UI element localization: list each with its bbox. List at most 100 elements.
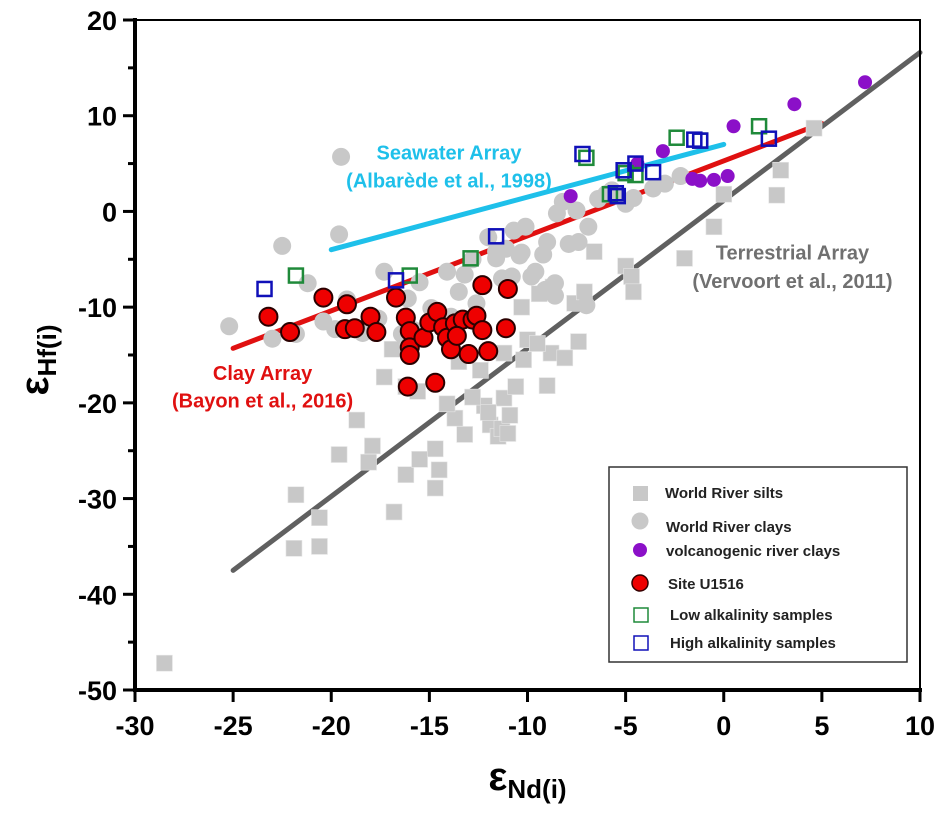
legend-label-low-alkalinity: Low alkalinity samples xyxy=(670,607,833,624)
y-tick-label: 0 xyxy=(102,197,117,227)
y-ticks xyxy=(123,18,135,692)
low-alkalinity-point xyxy=(750,117,768,135)
clay-point xyxy=(545,274,564,293)
clay-point xyxy=(577,296,596,315)
site-u1516-point xyxy=(280,322,301,343)
silt-point xyxy=(348,411,366,429)
silt-point xyxy=(501,406,519,424)
site-u1516-point xyxy=(497,278,518,299)
site-u1516-point xyxy=(472,275,493,296)
volcanogenic-point xyxy=(563,189,578,204)
clay-point xyxy=(624,189,643,208)
legend-label-site: Site U1516 xyxy=(668,576,744,593)
high-alkalinity-point xyxy=(760,130,778,147)
x-tick-label: 5 xyxy=(814,711,829,741)
site-u1516-point xyxy=(336,294,357,315)
silt-point xyxy=(515,351,532,369)
low-alkalinity-point xyxy=(578,149,595,167)
site-u1516-point xyxy=(258,306,279,327)
volcanogenic-point xyxy=(858,75,873,90)
silt-point xyxy=(529,335,546,352)
site-u1516-point xyxy=(478,341,499,362)
clay-point xyxy=(487,249,506,268)
clay-array-line xyxy=(230,120,825,351)
legend-label-high-alkalinity: High alkalinity samples xyxy=(670,635,836,652)
silt-point xyxy=(705,218,723,236)
silt-point xyxy=(715,185,733,203)
site-u1516-point xyxy=(495,318,516,339)
silt-point xyxy=(311,509,328,527)
annotation-seawater-array: Seawater Array xyxy=(377,143,523,165)
x-tick-label: -10 xyxy=(508,711,547,741)
legend-label-silts: World River silts xyxy=(665,485,783,502)
high-alkalinity-point xyxy=(387,272,405,289)
high-alkalinity-point xyxy=(609,187,627,205)
silt-point xyxy=(676,250,693,267)
clay-point xyxy=(671,167,690,186)
x-tick-label: 0 xyxy=(716,711,731,741)
annotation-terrestrial-array: Terrestrial Array xyxy=(716,242,870,264)
clay-point xyxy=(545,286,564,305)
high-alkalinity-point xyxy=(256,280,273,298)
y-axis-title: εHf(i) xyxy=(13,325,62,396)
site-u1516-point xyxy=(446,325,467,346)
plot-area: Seawater Array (Albarède et al., 1998) C… xyxy=(134,19,923,691)
y-tick-label: -50 xyxy=(78,676,117,706)
y-tick-label: -20 xyxy=(78,389,117,419)
silt-point xyxy=(556,349,574,367)
y-tick-labels: -50 -40 -30 -20 -10 0 10 20 xyxy=(78,6,117,706)
x-tick-label: -25 xyxy=(214,711,253,741)
x-tick-label: -15 xyxy=(410,711,449,741)
clay-point xyxy=(410,273,429,292)
silt-point xyxy=(625,283,642,301)
silt-point xyxy=(472,362,489,379)
legend: World River silts World River clays volc… xyxy=(608,466,908,663)
silt-point xyxy=(383,340,401,358)
x-axis-title: εNd(i) xyxy=(488,755,566,804)
silt-point xyxy=(411,451,428,468)
seawater-array-line xyxy=(328,141,727,253)
silt-point xyxy=(311,538,328,555)
x-tick-label: -20 xyxy=(312,711,351,741)
silt-point xyxy=(570,333,587,350)
high-alkalinity-point xyxy=(644,163,662,181)
y-tick-label: 10 xyxy=(87,102,117,132)
silt-point xyxy=(426,479,444,497)
clay-point xyxy=(375,262,394,281)
annotation-seawater-ref: (Albarède et al., 1998) xyxy=(346,171,552,193)
silt-point xyxy=(385,503,403,521)
legend-box xyxy=(608,466,908,663)
clay-point xyxy=(263,329,282,348)
volcanogenic-point xyxy=(655,144,670,159)
x-axis: -30 -25 -20 -15 -10 -5 0 5 10 εNd(i) xyxy=(115,688,935,804)
silt-point xyxy=(438,395,456,413)
annotations: Seawater Array (Albarède et al., 1998) C… xyxy=(172,143,893,413)
silt-point xyxy=(805,119,823,137)
silt-point xyxy=(287,486,305,504)
site-u1516-point xyxy=(344,318,365,339)
silt-point xyxy=(330,446,348,463)
silt-point xyxy=(513,298,530,316)
high-alkalinity-point xyxy=(574,145,591,163)
y-tick-label: 20 xyxy=(87,6,117,36)
legend-marker-high-alkalinity xyxy=(633,635,649,651)
silt-point xyxy=(464,388,481,406)
silt-point xyxy=(479,404,497,421)
volcanogenic-point xyxy=(787,97,802,112)
silt-point xyxy=(456,426,474,443)
clay-point xyxy=(220,317,239,336)
silt-point xyxy=(499,425,517,442)
clay-point xyxy=(516,217,535,236)
high-alkalinity-point xyxy=(627,155,644,172)
clay-point xyxy=(559,234,578,253)
legend-label-clays: World River clays xyxy=(666,519,792,536)
legend-marker-clays xyxy=(631,512,649,530)
high-alkalinity-point xyxy=(487,228,505,245)
x-axis-title-sub: Nd(i) xyxy=(507,774,566,804)
clay-point xyxy=(512,243,531,262)
silt-point xyxy=(538,377,556,394)
silt-point xyxy=(430,461,448,479)
site-u1516-point xyxy=(386,287,407,308)
site-u1516-point xyxy=(458,344,479,365)
